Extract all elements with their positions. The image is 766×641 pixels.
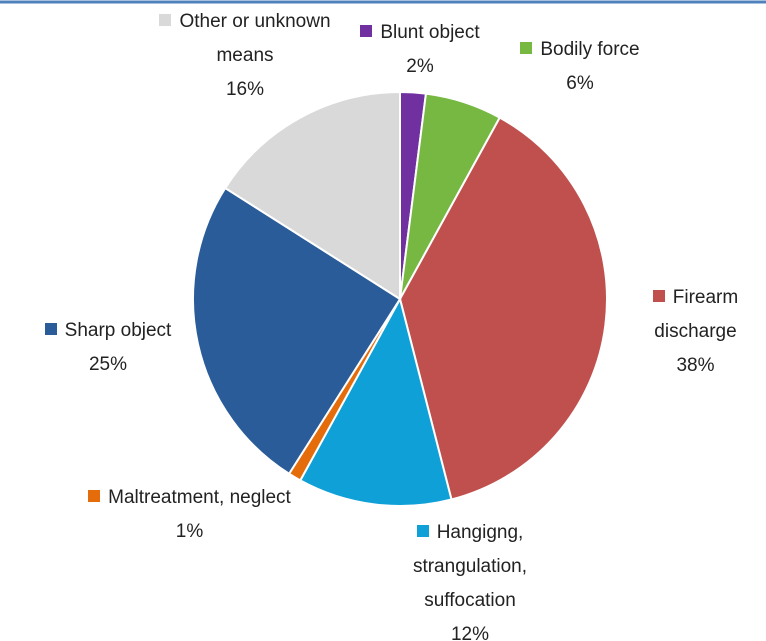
legend-swatch <box>416 525 429 537</box>
category-name: Firearm discharge <box>654 287 739 342</box>
percent-label: 6% <box>566 73 594 94</box>
legend-swatch <box>159 14 172 26</box>
data-label: Maltreatment, neglect 1% <box>82 481 297 549</box>
data-label: Hangigng, strangulation, suffocation 12% <box>385 516 555 641</box>
data-label: Sharp object 25% <box>8 314 208 382</box>
legend-swatch <box>360 25 373 37</box>
category-name: Bodily force <box>540 39 640 60</box>
pie-slice <box>298 296 453 507</box>
pie-slice <box>192 186 402 476</box>
data-label: Other or unknown means 16% <box>150 5 340 107</box>
category-name: Maltreatment, neglect <box>108 487 291 508</box>
data-label: Firearm discharge 38% <box>625 281 766 383</box>
data-label: Blunt object 2% <box>335 16 505 84</box>
percent-label: 12% <box>450 624 490 641</box>
legend-swatch <box>520 42 533 54</box>
percent-label: 38% <box>676 355 715 376</box>
legend-swatch <box>44 323 57 335</box>
category-name: Other or unknown means <box>179 11 331 66</box>
pie-slice <box>223 90 401 301</box>
percent-label: 25% <box>88 354 128 375</box>
legend-swatch <box>88 490 101 502</box>
category-name: Blunt object <box>380 22 480 43</box>
percent-label: 16% <box>225 79 265 100</box>
percent-label: 2% <box>406 56 434 77</box>
category-name: Hangigng, strangulation, suffocation <box>412 522 528 611</box>
legend-swatch <box>652 290 665 302</box>
category-name: Sharp object <box>64 320 172 341</box>
data-label: Bodily force 6% <box>495 33 665 101</box>
pie-slice <box>398 116 608 501</box>
percent-label: 1% <box>175 521 204 542</box>
